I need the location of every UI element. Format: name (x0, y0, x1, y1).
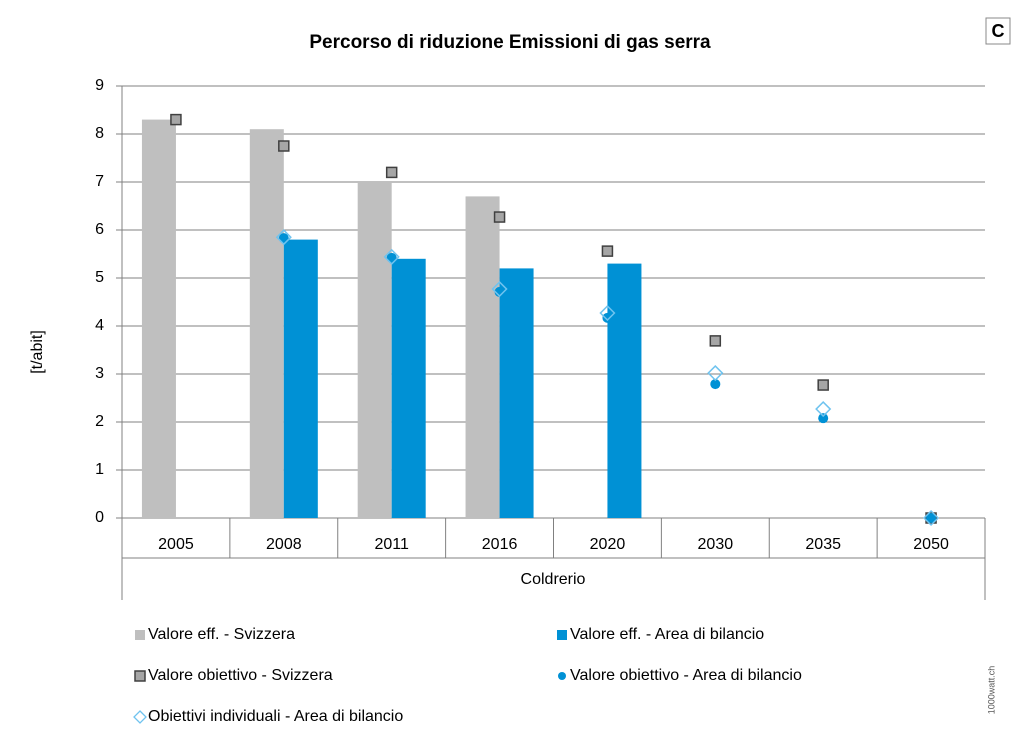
y-tick-label: 0 (95, 509, 104, 526)
marker-square (385, 166, 398, 179)
bar (141, 119, 176, 518)
x-tick-label: 2016 (482, 536, 518, 553)
bar (391, 258, 426, 518)
legend-label: Valore eff. - Area di bilancio (570, 626, 764, 643)
corner-label: C (992, 21, 1005, 41)
legend-label: Obiettivi individuali - Area di bilancio (148, 708, 403, 725)
chart-title: Percorso di riduzione Emissioni di gas s… (309, 32, 711, 53)
y-tick-label: 7 (95, 173, 104, 190)
y-tick-label: 3 (95, 365, 104, 382)
marker-circle (926, 513, 937, 523)
bar (249, 129, 284, 518)
y-axis-label: [t/abit] (29, 330, 46, 374)
marker-diamond (275, 229, 292, 246)
marker-circle (710, 379, 721, 390)
marker-circle (602, 312, 613, 323)
y-tick-label: 8 (95, 125, 104, 142)
watermark: 1000watt.ch (986, 666, 996, 715)
bar (607, 263, 642, 518)
x-tick-label: 2030 (698, 536, 734, 553)
bar (357, 182, 392, 518)
legend-swatch (558, 672, 566, 680)
x-tick-label: 2050 (913, 536, 949, 553)
marker-diamond (383, 248, 400, 265)
marker-diamond (491, 280, 508, 298)
x-axis-label: Coldrerio (521, 571, 586, 588)
marker-diamond (815, 400, 832, 418)
bar (283, 239, 318, 518)
bar (465, 196, 500, 518)
legend-swatch (134, 670, 146, 682)
marker-square (601, 245, 614, 257)
x-tick-label: 2011 (374, 536, 409, 553)
x-tick-label: 2020 (590, 536, 626, 553)
legend-label: Valore eff. - Svizzera (148, 626, 295, 643)
legend-swatch (557, 630, 567, 640)
legend-swatch (133, 710, 147, 724)
y-tick-label: 5 (95, 269, 104, 286)
legend-swatch (135, 630, 145, 640)
x-tick-label: 2005 (158, 536, 194, 553)
y-tick-label: 2 (95, 413, 104, 430)
y-tick-label: 9 (95, 77, 104, 94)
marker-square (493, 211, 506, 223)
y-tick-label: 4 (95, 317, 104, 334)
corner-box (985, 17, 1011, 45)
x-tick-label: 2008 (266, 536, 302, 553)
legend-label: Valore obiettivo - Area di bilancio (570, 667, 802, 684)
x-tick-label: 2035 (805, 536, 841, 553)
marker-square (170, 113, 182, 126)
marker-diamond (923, 509, 940, 527)
marker-diamond (599, 304, 616, 322)
y-tick-label: 6 (95, 221, 104, 238)
bar (499, 268, 534, 518)
marker-square (278, 140, 290, 152)
marker-circle (818, 413, 829, 424)
legend-label: Valore obiettivo - Svizzera (148, 667, 333, 684)
marker-diamond (707, 364, 724, 382)
marker-square (817, 379, 829, 391)
y-tick-label: 1 (95, 461, 104, 478)
marker-square (709, 335, 722, 347)
